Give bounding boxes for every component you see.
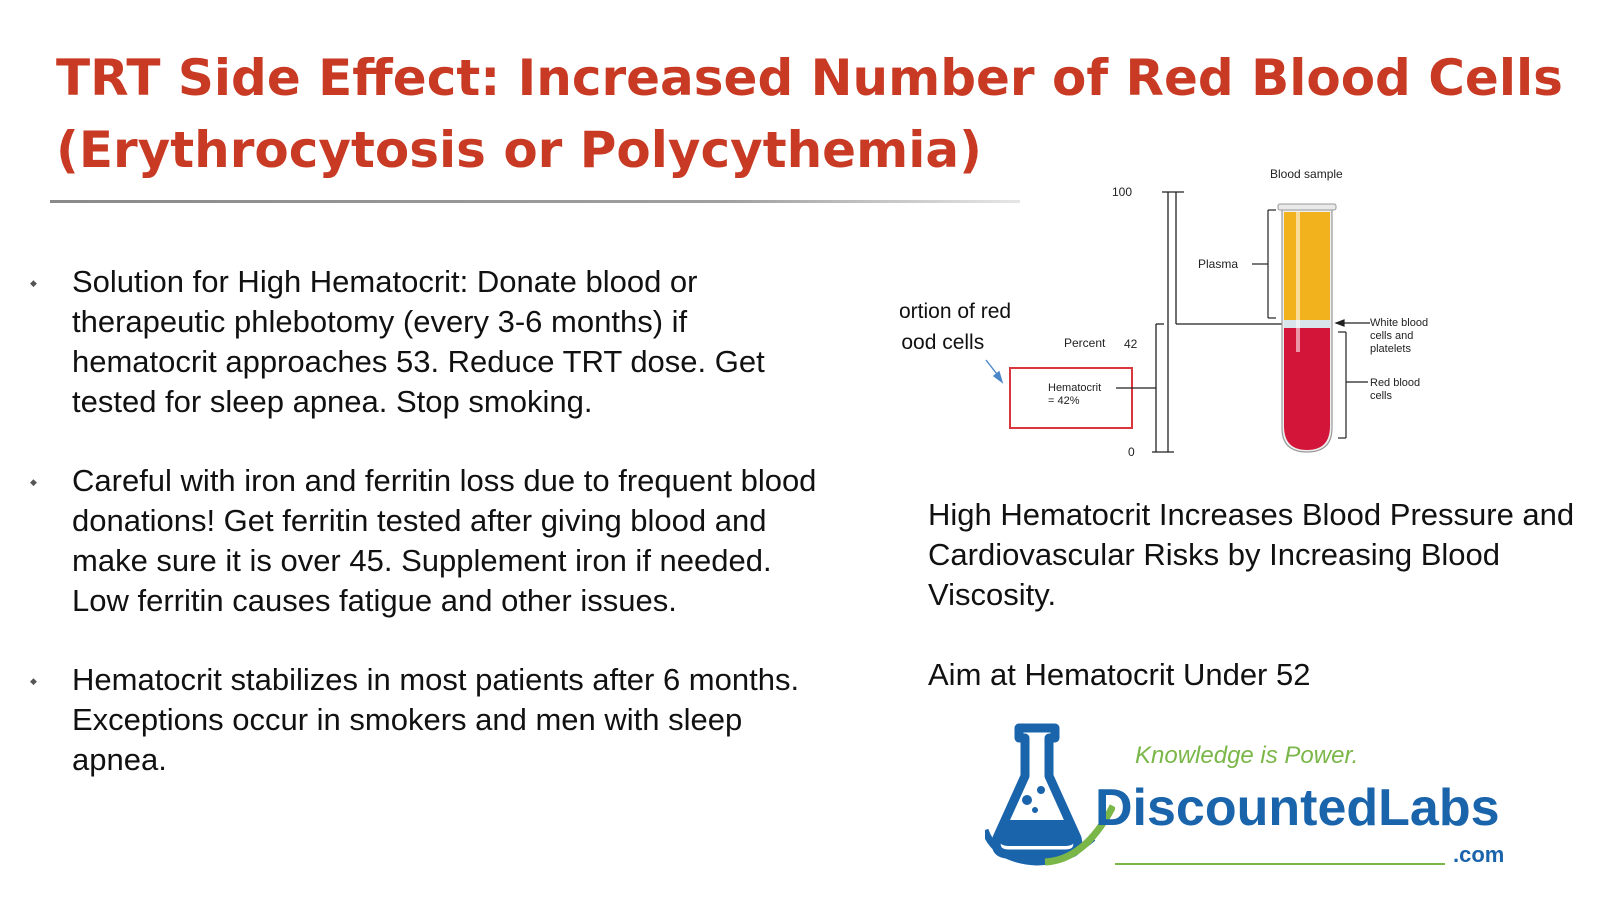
wbc-pointer bbox=[1334, 319, 1370, 327]
risk-statement: High Hematocrit Increases Blood Pressure… bbox=[928, 497, 1575, 612]
bullet-text: Hematocrit stabilizes in most patients a… bbox=[72, 662, 800, 777]
hematocrit-label-line-2: = 42% bbox=[1048, 395, 1080, 407]
logo-domain: .com bbox=[1453, 842, 1505, 867]
scale-top-label: 100 bbox=[1112, 185, 1132, 199]
bullet-item: ◆ Solution for High Hematocrit: Donate b… bbox=[30, 262, 830, 422]
logo-tagline: Knowledge is Power. bbox=[1135, 742, 1359, 769]
plasma-layer bbox=[1284, 212, 1330, 320]
bullet-list: ◆ Solution for High Hematocrit: Donate b… bbox=[30, 262, 830, 819]
title-line-1: TRT Side Effect: Increased Number of Red… bbox=[56, 49, 1563, 107]
scale-bracket bbox=[1152, 191, 1290, 453]
wbc-label-line-1: White blood bbox=[1370, 317, 1428, 329]
hematocrit-summary: High Hematocrit Increases Blood Pressure… bbox=[928, 495, 1588, 695]
logo-brand-name: DiscountedLabs bbox=[1095, 779, 1500, 837]
wbc-layer bbox=[1284, 320, 1330, 328]
bullet-text: Solution for High Hematocrit: Donate blo… bbox=[72, 264, 765, 419]
percent-label: Percent bbox=[1064, 336, 1106, 350]
bullet-item: ◆ Hematocrit stabilizes in most patients… bbox=[30, 660, 830, 780]
plasma-label: Plasma bbox=[1198, 257, 1238, 271]
bullet-marker-icon: ◆ bbox=[30, 676, 37, 686]
scale-bottom-label: 0 bbox=[1128, 445, 1135, 459]
bullet-marker-icon: ◆ bbox=[30, 477, 37, 487]
rbc-bracket bbox=[1338, 331, 1368, 439]
portion-label-line-1: Portion of red bbox=[900, 300, 1011, 323]
plasma-bracket bbox=[1252, 209, 1276, 319]
target-statement: Aim at Hematocrit Under 52 bbox=[928, 657, 1311, 692]
bullet-marker-icon: ◆ bbox=[30, 278, 37, 288]
discountedlabs-logo: Knowledge is Power. DiscountedLabs .com bbox=[985, 720, 1545, 880]
rbc-label-line-1: Red blood bbox=[1370, 377, 1420, 389]
flask-icon bbox=[985, 723, 1115, 866]
blood-sample-label: Blood sample bbox=[1270, 167, 1343, 181]
tube-highlight bbox=[1296, 212, 1300, 352]
callout-arrow bbox=[985, 359, 1004, 384]
rbc-layer bbox=[1284, 328, 1330, 450]
bullet-text: Careful with iron and ferritin loss due … bbox=[72, 463, 817, 618]
tube-rim bbox=[1277, 203, 1337, 211]
percent-value: 42 bbox=[1124, 337, 1138, 351]
portion-label-line-2: blood cells bbox=[900, 331, 984, 354]
wbc-label-line-3: platelets bbox=[1370, 343, 1411, 355]
logo-underline bbox=[1115, 863, 1445, 865]
rbc-label-line-2: cells bbox=[1370, 390, 1393, 402]
hematocrit-diagram: Blood sample 100 0 Percent 42 Plasma Whi… bbox=[900, 167, 1428, 459]
hematocrit-box bbox=[1009, 367, 1133, 429]
test-tube bbox=[1277, 203, 1337, 453]
hematocrit-label-line-1: Hematocrit bbox=[1048, 382, 1101, 394]
bullet-item: ◆ Careful with iron and ferritin loss du… bbox=[30, 461, 830, 621]
title-line-2: (Erythrocytosis or Polycythemia) bbox=[56, 121, 982, 179]
wbc-label-line-2: cells and bbox=[1370, 330, 1413, 342]
title-divider bbox=[50, 200, 1020, 203]
slide-title: TRT Side Effect: Increased Number of Red… bbox=[56, 42, 1576, 186]
